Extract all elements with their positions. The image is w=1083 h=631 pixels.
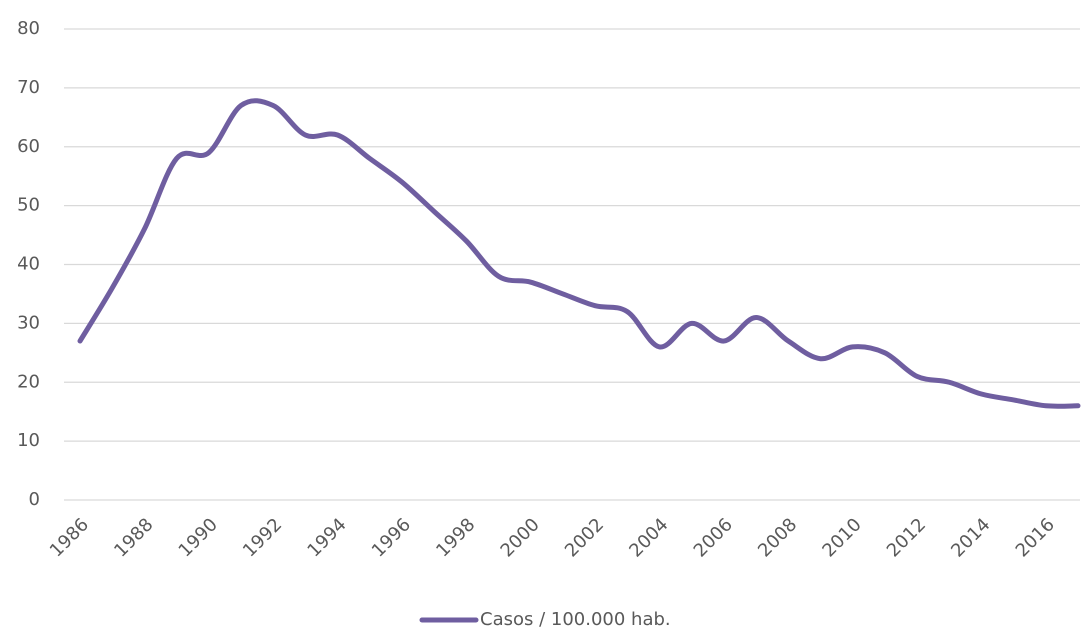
x-tick-label: 2010	[818, 514, 865, 561]
x-tick-label: 2006	[690, 514, 737, 561]
x-tick-label: 2000	[497, 514, 544, 561]
x-tick-label: 1992	[239, 514, 286, 561]
y-tick-label: 60	[17, 136, 40, 157]
y-tick-label: 40	[17, 254, 40, 275]
x-tick-label: 2008	[754, 514, 801, 561]
x-tick-label: 2002	[561, 514, 608, 561]
x-tick-label: 2012	[883, 514, 930, 561]
y-tick-label: 10	[17, 430, 40, 451]
x-tick-label: 1998	[432, 514, 479, 561]
y-tick-label: 70	[17, 77, 40, 98]
legend-label: Casos / 100.000 hab.	[480, 609, 671, 630]
x-tick-label: 1996	[368, 514, 415, 561]
y-tick-label: 50	[17, 195, 40, 216]
x-tick-label: 2014	[947, 514, 994, 561]
x-tick-label: 2004	[625, 514, 672, 561]
x-tick-label: 2016	[1012, 514, 1059, 561]
series-line	[77, 98, 1081, 409]
x-tick-label: 1994	[303, 514, 350, 561]
y-tick-label: 0	[29, 489, 40, 510]
x-tick-label: 1990	[175, 514, 222, 561]
y-tick-label: 80	[17, 18, 40, 39]
x-tick-label: 1988	[110, 514, 157, 561]
x-tick-label: 1986	[46, 514, 93, 561]
y-tick-label: 30	[17, 312, 40, 333]
y-tick-label: 20	[17, 371, 40, 392]
